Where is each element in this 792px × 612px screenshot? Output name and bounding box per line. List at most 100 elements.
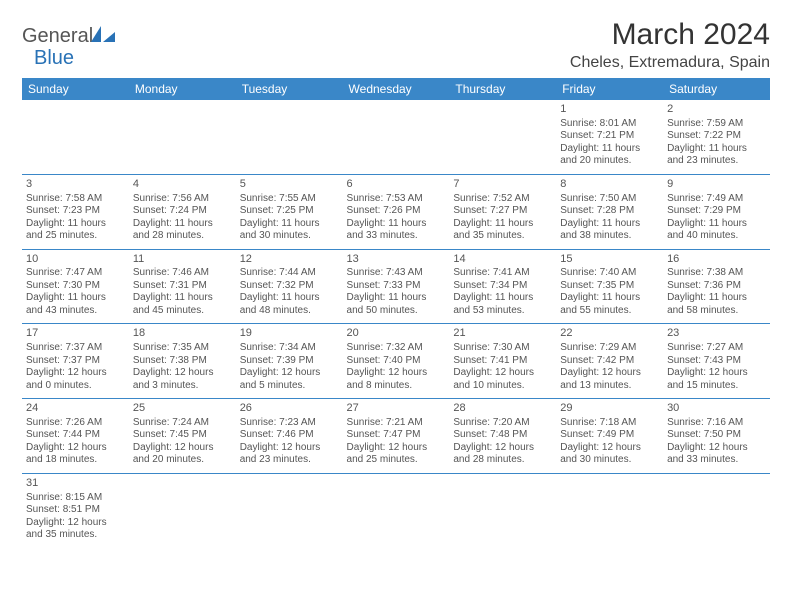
sunrise-text: Sunrise: 7:34 AM bbox=[240, 342, 339, 355]
daylight-text: Daylight: 12 hours and 23 minutes. bbox=[240, 442, 339, 467]
sunset-text: Sunset: 7:24 PM bbox=[133, 205, 232, 218]
day-cell: 28Sunrise: 7:20 AMSunset: 7:48 PMDayligh… bbox=[449, 399, 556, 474]
day-cell: 31Sunrise: 8:15 AMSunset: 8:51 PMDayligh… bbox=[22, 473, 129, 547]
sunset-text: Sunset: 7:21 PM bbox=[560, 130, 659, 143]
day-cell bbox=[343, 100, 450, 174]
daylight-text: Daylight: 12 hours and 0 minutes. bbox=[26, 367, 125, 392]
day-number: 26 bbox=[240, 402, 339, 416]
week-row: 10Sunrise: 7:47 AMSunset: 7:30 PMDayligh… bbox=[22, 249, 770, 324]
sunrise-text: Sunrise: 8:15 AM bbox=[26, 492, 125, 505]
day-number: 14 bbox=[453, 253, 552, 267]
sunrise-text: Sunrise: 7:58 AM bbox=[26, 193, 125, 206]
day-cell bbox=[663, 473, 770, 547]
day-number: 23 bbox=[667, 327, 766, 341]
day-cell: 4Sunrise: 7:56 AMSunset: 7:24 PMDaylight… bbox=[129, 174, 236, 249]
sunrise-text: Sunrise: 7:47 AM bbox=[26, 267, 125, 280]
day-number: 17 bbox=[26, 327, 125, 341]
dayname-monday: Monday bbox=[129, 78, 236, 100]
calendar-body: 1Sunrise: 8:01 AMSunset: 7:21 PMDaylight… bbox=[22, 100, 770, 548]
sunrise-text: Sunrise: 7:30 AM bbox=[453, 342, 552, 355]
sunrise-text: Sunrise: 7:18 AM bbox=[560, 417, 659, 430]
dayname-saturday: Saturday bbox=[663, 78, 770, 100]
daylight-text: Daylight: 11 hours and 28 minutes. bbox=[133, 218, 232, 243]
daylight-text: Daylight: 12 hours and 18 minutes. bbox=[26, 442, 125, 467]
day-cell: 6Sunrise: 7:53 AMSunset: 7:26 PMDaylight… bbox=[343, 174, 450, 249]
sunrise-text: Sunrise: 7:26 AM bbox=[26, 417, 125, 430]
day-cell: 27Sunrise: 7:21 AMSunset: 7:47 PMDayligh… bbox=[343, 399, 450, 474]
day-cell: 15Sunrise: 7:40 AMSunset: 7:35 PMDayligh… bbox=[556, 249, 663, 324]
day-number: 31 bbox=[26, 477, 125, 491]
week-row: 24Sunrise: 7:26 AMSunset: 7:44 PMDayligh… bbox=[22, 399, 770, 474]
day-number: 11 bbox=[133, 253, 232, 267]
daylight-text: Daylight: 12 hours and 3 minutes. bbox=[133, 367, 232, 392]
sunrise-text: Sunrise: 7:16 AM bbox=[667, 417, 766, 430]
day-cell: 14Sunrise: 7:41 AMSunset: 7:34 PMDayligh… bbox=[449, 249, 556, 324]
day-cell: 17Sunrise: 7:37 AMSunset: 7:37 PMDayligh… bbox=[22, 324, 129, 399]
week-row: 17Sunrise: 7:37 AMSunset: 7:37 PMDayligh… bbox=[22, 324, 770, 399]
day-cell bbox=[129, 100, 236, 174]
sunset-text: Sunset: 7:44 PM bbox=[26, 429, 125, 442]
day-number: 16 bbox=[667, 253, 766, 267]
month-title: March 2024 bbox=[570, 18, 770, 52]
daylight-text: Daylight: 12 hours and 5 minutes. bbox=[240, 367, 339, 392]
week-row: 3Sunrise: 7:58 AMSunset: 7:23 PMDaylight… bbox=[22, 174, 770, 249]
sunset-text: Sunset: 7:33 PM bbox=[347, 280, 446, 293]
sunrise-text: Sunrise: 7:41 AM bbox=[453, 267, 552, 280]
sunrise-text: Sunrise: 7:38 AM bbox=[667, 267, 766, 280]
dayname-row: SundayMondayTuesdayWednesdayThursdayFrid… bbox=[22, 78, 770, 100]
day-number: 4 bbox=[133, 178, 232, 192]
day-number: 8 bbox=[560, 178, 659, 192]
daylight-text: Daylight: 11 hours and 50 minutes. bbox=[347, 292, 446, 317]
day-cell: 5Sunrise: 7:55 AMSunset: 7:25 PMDaylight… bbox=[236, 174, 343, 249]
day-cell: 25Sunrise: 7:24 AMSunset: 7:45 PMDayligh… bbox=[129, 399, 236, 474]
sunset-text: Sunset: 7:48 PM bbox=[453, 429, 552, 442]
daylight-text: Daylight: 11 hours and 53 minutes. bbox=[453, 292, 552, 317]
sail-icon bbox=[91, 26, 117, 49]
day-number: 7 bbox=[453, 178, 552, 192]
day-cell: 18Sunrise: 7:35 AMSunset: 7:38 PMDayligh… bbox=[129, 324, 236, 399]
day-cell: 9Sunrise: 7:49 AMSunset: 7:29 PMDaylight… bbox=[663, 174, 770, 249]
daylight-text: Daylight: 11 hours and 58 minutes. bbox=[667, 292, 766, 317]
day-cell: 11Sunrise: 7:46 AMSunset: 7:31 PMDayligh… bbox=[129, 249, 236, 324]
day-cell: 12Sunrise: 7:44 AMSunset: 7:32 PMDayligh… bbox=[236, 249, 343, 324]
day-cell: 2Sunrise: 7:59 AMSunset: 7:22 PMDaylight… bbox=[663, 100, 770, 174]
sunrise-text: Sunrise: 7:44 AM bbox=[240, 267, 339, 280]
day-cell: 8Sunrise: 7:50 AMSunset: 7:28 PMDaylight… bbox=[556, 174, 663, 249]
sunset-text: Sunset: 7:26 PM bbox=[347, 205, 446, 218]
day-cell bbox=[236, 473, 343, 547]
day-cell: 19Sunrise: 7:34 AMSunset: 7:39 PMDayligh… bbox=[236, 324, 343, 399]
calendar-table: SundayMondayTuesdayWednesdayThursdayFrid… bbox=[22, 78, 770, 548]
sunset-text: Sunset: 7:50 PM bbox=[667, 429, 766, 442]
sunrise-text: Sunrise: 7:29 AM bbox=[560, 342, 659, 355]
day-number: 3 bbox=[26, 178, 125, 192]
daylight-text: Daylight: 12 hours and 15 minutes. bbox=[667, 367, 766, 392]
week-row: 1Sunrise: 8:01 AMSunset: 7:21 PMDaylight… bbox=[22, 100, 770, 174]
day-cell: 10Sunrise: 7:47 AMSunset: 7:30 PMDayligh… bbox=[22, 249, 129, 324]
title-block: March 2024 Cheles, Extremadura, Spain bbox=[570, 18, 770, 72]
day-number: 24 bbox=[26, 402, 125, 416]
sunset-text: Sunset: 7:28 PM bbox=[560, 205, 659, 218]
day-cell bbox=[449, 473, 556, 547]
daylight-text: Daylight: 12 hours and 8 minutes. bbox=[347, 367, 446, 392]
day-number: 13 bbox=[347, 253, 446, 267]
daylight-text: Daylight: 12 hours and 13 minutes. bbox=[560, 367, 659, 392]
day-number: 1 bbox=[560, 103, 659, 117]
daylight-text: Daylight: 11 hours and 48 minutes. bbox=[240, 292, 339, 317]
sunset-text: Sunset: 7:38 PM bbox=[133, 355, 232, 368]
header: General Blue March 2024 Cheles, Extremad… bbox=[22, 18, 770, 72]
day-number: 18 bbox=[133, 327, 232, 341]
sunrise-text: Sunrise: 7:23 AM bbox=[240, 417, 339, 430]
daylight-text: Daylight: 12 hours and 30 minutes. bbox=[560, 442, 659, 467]
dayname-tuesday: Tuesday bbox=[236, 78, 343, 100]
sunrise-text: Sunrise: 7:21 AM bbox=[347, 417, 446, 430]
daylight-text: Daylight: 12 hours and 10 minutes. bbox=[453, 367, 552, 392]
day-number: 22 bbox=[560, 327, 659, 341]
sunrise-text: Sunrise: 7:37 AM bbox=[26, 342, 125, 355]
day-cell: 30Sunrise: 7:16 AMSunset: 7:50 PMDayligh… bbox=[663, 399, 770, 474]
day-number: 27 bbox=[347, 402, 446, 416]
day-cell bbox=[449, 100, 556, 174]
sunset-text: Sunset: 7:30 PM bbox=[26, 280, 125, 293]
day-number: 28 bbox=[453, 402, 552, 416]
day-number: 5 bbox=[240, 178, 339, 192]
dayname-sunday: Sunday bbox=[22, 78, 129, 100]
